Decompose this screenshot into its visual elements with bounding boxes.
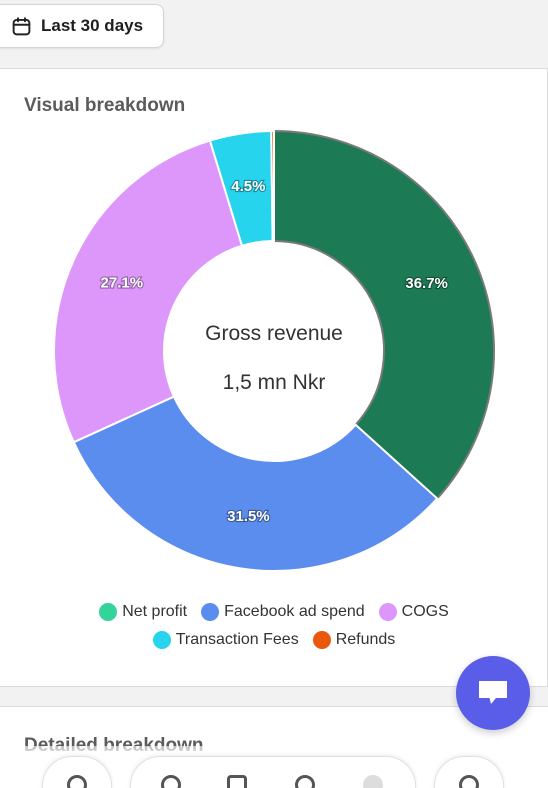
legend-swatch <box>99 603 118 621</box>
legend-item-facebook-ad-spend[interactable]: Facebook ad spend <box>201 603 365 621</box>
settings-icon[interactable] <box>363 775 383 788</box>
legend-row: Transaction Fees Refunds <box>152 631 396 649</box>
chart-legend: Net profit Facebook ad spend COGS Transact… <box>0 603 548 649</box>
date-range-button[interactable]: Last 30 days <box>0 4 164 48</box>
chat-button[interactable] <box>456 656 530 730</box>
nav-item[interactable] <box>434 756 504 788</box>
chart-icon[interactable] <box>161 775 181 788</box>
card-title: Visual breakdown <box>24 95 186 116</box>
slice-label: 4.5% <box>231 178 265 195</box>
date-range-label: Last 30 days <box>41 16 144 35</box>
legend-label: Net profit <box>122 603 188 620</box>
center-title: Gross revenue <box>205 322 343 345</box>
slice-label: 27.1% <box>101 274 144 291</box>
user-icon[interactable] <box>295 775 315 788</box>
home-icon <box>67 775 87 788</box>
legend-label: Refunds <box>335 631 396 648</box>
slice-label: 36.7% <box>405 275 448 292</box>
slice-facebook-ad-spend[interactable] <box>72 395 439 572</box>
box-icon[interactable] <box>227 775 247 788</box>
legend-swatch <box>201 603 220 621</box>
legend-swatch <box>152 631 171 649</box>
help-icon <box>459 775 479 788</box>
legend-label: Transaction Fees <box>175 631 299 648</box>
slice-net-profit[interactable] <box>273 129 495 500</box>
nav-item[interactable] <box>42 756 112 788</box>
legend-row: Net profit Facebook ad spend COGS <box>99 603 449 621</box>
legend-swatch <box>378 603 397 621</box>
legend-swatch <box>312 631 331 649</box>
donut-chart: 36.7% 31.5% 27.1% 4.5% Gross revenue 1,5 mn… <box>53 129 495 572</box>
legend-item-refunds[interactable]: Refunds <box>312 631 396 649</box>
visual-breakdown-card: Visual breakdown 36.7% 31.5% 27.1% 4.5% Gro… <box>0 68 548 687</box>
bottom-navigation <box>0 756 548 788</box>
legend-label: Facebook ad spend <box>224 603 365 620</box>
center-value: 1,5 mn Nkr <box>223 371 326 394</box>
legend-label: COGS <box>401 603 449 620</box>
slice-label: 31.5% <box>227 508 270 525</box>
slice-refunds[interactable] <box>270 129 275 243</box>
slice-cogs[interactable] <box>53 139 244 444</box>
nav-group <box>130 756 416 788</box>
legend-item-cogs[interactable]: COGS <box>378 603 449 621</box>
legend-item-transaction-fees[interactable]: Transaction Fees <box>152 631 299 649</box>
legend-item-net-profit[interactable]: Net profit <box>99 603 187 621</box>
calendar-icon <box>12 16 31 35</box>
chat-icon <box>479 681 507 704</box>
